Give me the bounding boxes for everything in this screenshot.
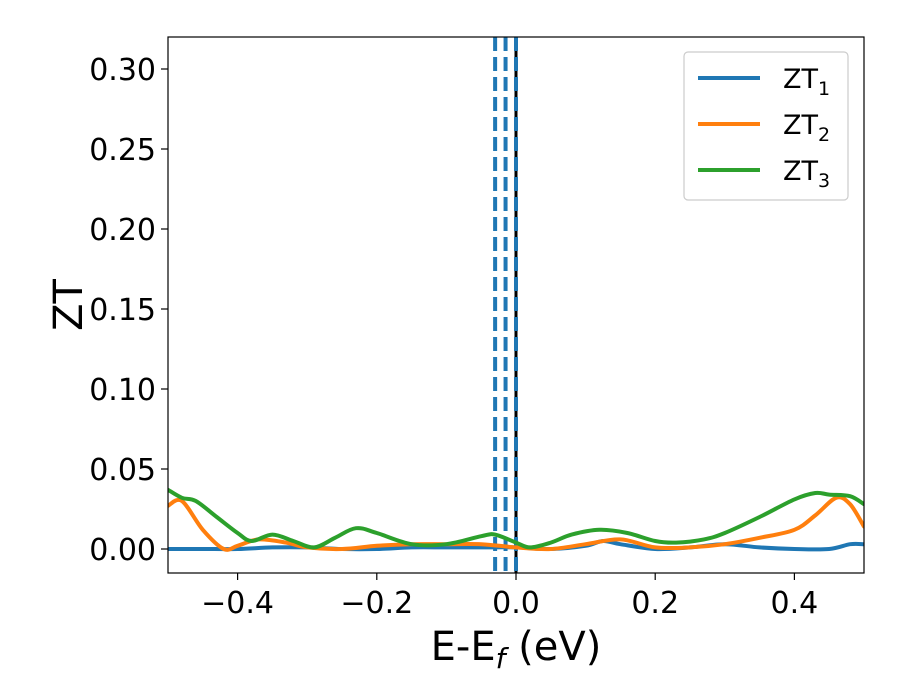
legend-box <box>683 51 849 201</box>
y-tick-label-2: 0.10 <box>89 373 156 408</box>
x-tick-label-2: 0.0 <box>492 586 540 621</box>
y-tick-label-6: 0.30 <box>89 53 156 88</box>
x-tick-label-4: 0.4 <box>771 586 819 621</box>
series-line-3 <box>168 487 864 550</box>
y-tick-label-1: 0.05 <box>89 453 156 488</box>
x-tick-label-3: 0.2 <box>631 586 679 621</box>
legend-label-1: ZT1 <box>783 64 830 100</box>
x-axis-label: E-Ef (eV) <box>431 624 602 675</box>
x-tick-label-1: −0.2 <box>340 586 413 621</box>
plot-clip-group <box>168 37 864 573</box>
y-tick-label-0: 0.00 <box>89 533 156 568</box>
legend-label-3: ZT3 <box>783 156 830 192</box>
legend-label-2: ZT2 <box>783 110 830 146</box>
plot-area <box>168 37 864 573</box>
axes: −0.4 −0.2 0.0 0.2 0.4 0.00 0.05 0.10 0.15 0.20 0.2… <box>46 36 865 675</box>
x-tick-label-0: −0.4 <box>201 586 274 621</box>
y-tick-label-4: 0.20 <box>89 213 156 248</box>
y-tick-label-5: 0.25 <box>89 133 156 168</box>
y-tick-label-3: 0.15 <box>89 293 156 328</box>
series-line-2 <box>168 495 864 552</box>
y-axis-label: ZT <box>46 279 92 331</box>
legend: ZT1 ZT2 ZT3 <box>683 51 849 201</box>
